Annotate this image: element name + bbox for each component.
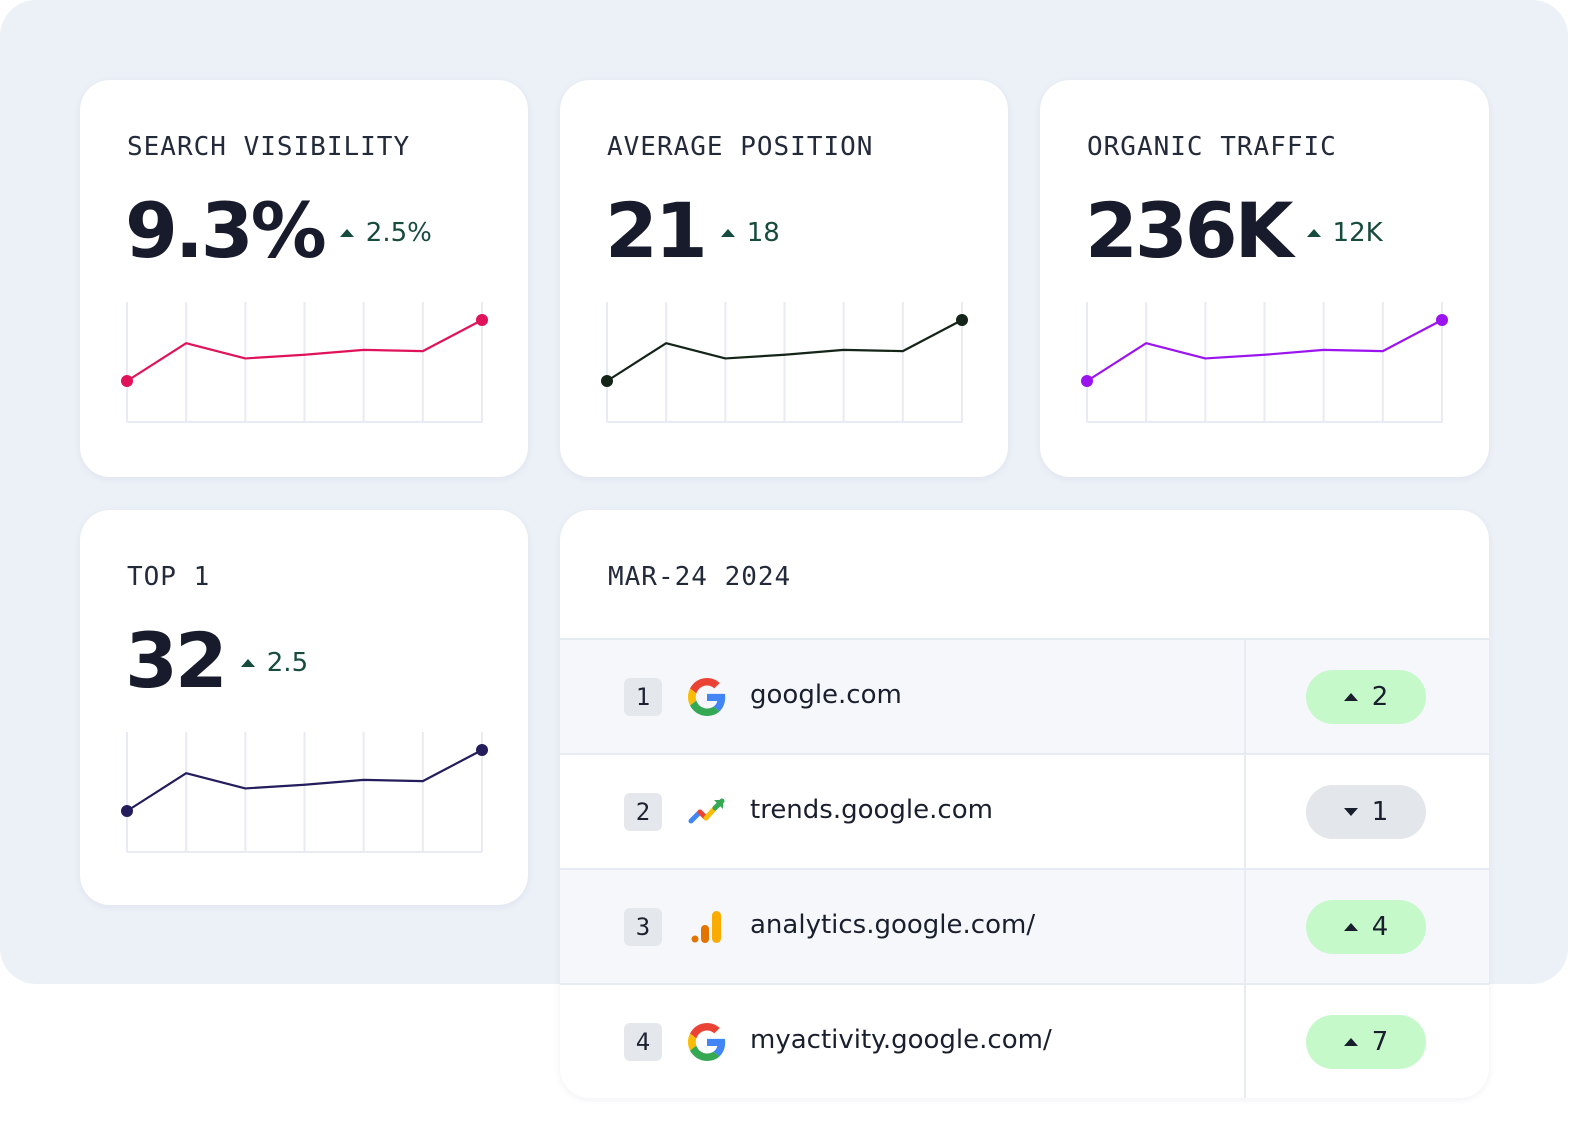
triangle-up-icon: [1343, 693, 1358, 701]
metric-row: 21 18: [605, 188, 780, 274]
metric-delta-value: 12K: [1332, 218, 1383, 248]
rank-badge: 2: [624, 793, 662, 831]
metric-delta: 2.5: [240, 648, 309, 678]
metric-delta-value: 18: [746, 218, 780, 248]
metric-row: 236K 12K: [1085, 188, 1383, 274]
google-icon: [688, 678, 726, 716]
metric-title: TOP 1: [127, 562, 211, 592]
rank-change-badge: 2: [1306, 670, 1426, 724]
metric-value: 236K: [1085, 186, 1294, 275]
table-date: MAR-24 2024: [608, 562, 792, 592]
rank-change-value: 4: [1371, 912, 1389, 942]
rank-change-value: 1: [1371, 797, 1389, 827]
rank-badge: 1: [624, 678, 662, 716]
sparkline-chart: [1081, 302, 1448, 423]
triangle-up-icon: [720, 229, 735, 237]
end-point: [476, 744, 488, 756]
rank-change-value: 7: [1371, 1027, 1389, 1057]
series-line: [126, 319, 483, 382]
domain-link[interactable]: trends.google.com: [750, 795, 993, 825]
domain-link[interactable]: google.com: [750, 680, 902, 710]
rank-badge: 4: [624, 1023, 662, 1061]
metric-delta: 18: [720, 218, 780, 248]
rank-change-badge: 4: [1306, 900, 1426, 954]
column-divider: [1244, 640, 1246, 753]
metric-row: 32 2.5: [125, 618, 308, 704]
metric-title: AVERAGE POSITION: [607, 132, 874, 162]
search-visibility-card: SEARCH VISIBILITY 9.3% 2.5%: [80, 80, 528, 477]
start-point: [121, 805, 133, 817]
triangle-up-icon: [1306, 229, 1321, 237]
series-line: [606, 319, 963, 382]
column-divider: [1244, 755, 1246, 868]
sparkline-chart: [601, 302, 968, 423]
triangle-up-icon: [1343, 1038, 1358, 1046]
end-point: [476, 314, 488, 326]
table-row[interactable]: 4 myactivity.google.com/ 7: [560, 983, 1489, 1098]
metric-value: 21: [605, 186, 708, 275]
analytics-icon: [691, 911, 721, 943]
column-divider: [1244, 985, 1246, 1098]
table-row[interactable]: 1 google.com 2: [560, 638, 1489, 753]
series-line: [1086, 319, 1443, 382]
triangle-down-icon: [1343, 808, 1358, 816]
rank-change-badge: 7: [1306, 1015, 1426, 1069]
triangle-up-icon: [339, 229, 354, 237]
google-icon: [688, 1023, 726, 1061]
table-row[interactable]: 2 trends.google.com 1: [560, 753, 1489, 868]
column-divider: [1244, 870, 1246, 983]
metric-delta-value: 2.5: [266, 648, 309, 678]
rank-change-badge: 1: [1306, 785, 1426, 839]
metric-delta: 2.5%: [339, 218, 432, 248]
triangle-up-icon: [240, 659, 255, 667]
rank-change-value: 2: [1371, 682, 1389, 712]
top-1-card: TOP 1 32 2.5: [80, 510, 528, 905]
start-point: [121, 375, 133, 387]
metric-delta-value: 2.5%: [365, 218, 432, 248]
rankings-card: MAR-24 2024 1 google.com 2 2: [560, 510, 1489, 1098]
series-line: [126, 749, 483, 812]
metric-value: 32: [125, 616, 228, 705]
rankings-table: 1 google.com 2 2 trends.: [560, 638, 1489, 1098]
metric-value: 9.3%: [125, 186, 327, 275]
organic-traffic-card: ORGANIC TRAFFIC 236K 12K: [1040, 80, 1489, 477]
triangle-up-icon: [1343, 923, 1358, 931]
start-point: [1081, 375, 1093, 387]
domain-link[interactable]: myactivity.google.com/: [750, 1025, 1052, 1055]
start-point: [601, 375, 613, 387]
metric-row: 9.3% 2.5%: [125, 188, 432, 274]
sparkline-chart: [121, 302, 488, 423]
metric-delta: 12K: [1306, 218, 1383, 248]
domain-link[interactable]: analytics.google.com/: [750, 910, 1036, 940]
table-row[interactable]: 3 analytics.google.com/ 4: [560, 868, 1489, 983]
metric-title: ORGANIC TRAFFIC: [1087, 132, 1337, 162]
end-point: [1436, 314, 1448, 326]
end-point: [956, 314, 968, 326]
trends-icon: [688, 798, 725, 824]
average-position-card: AVERAGE POSITION 21 18: [560, 80, 1008, 477]
metric-title: SEARCH VISIBILITY: [127, 132, 411, 162]
rank-badge: 3: [624, 908, 662, 946]
sparkline-chart: [121, 732, 488, 853]
